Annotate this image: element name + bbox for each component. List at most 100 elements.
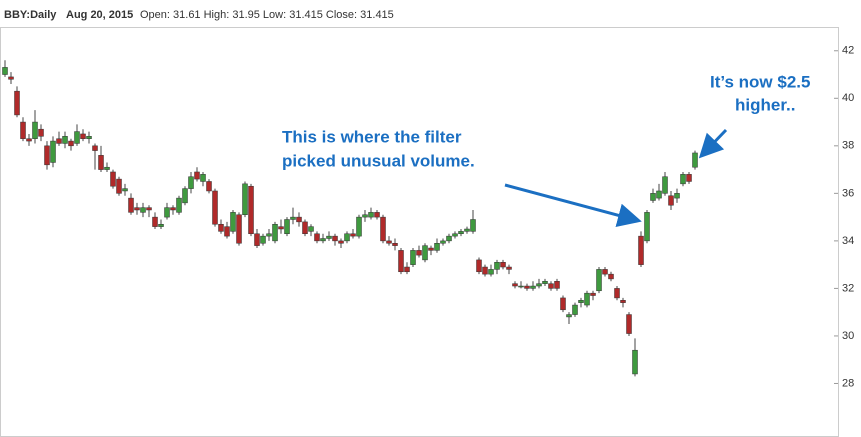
- candle-body: [602, 269, 608, 275]
- candle-body: [32, 121, 38, 139]
- candle-body: [128, 197, 134, 213]
- candle-body: [326, 235, 332, 239]
- candle-body: [500, 262, 506, 268]
- candle-body: [134, 207, 140, 211]
- candle-body: [608, 273, 614, 280]
- candle-body: [476, 259, 482, 273]
- y-tick-label: 34: [842, 235, 854, 247]
- candle-body: [584, 292, 590, 306]
- candle-body: [302, 221, 308, 235]
- candle-body: [656, 190, 662, 199]
- candle-body: [446, 235, 452, 242]
- candle-body: [386, 240, 392, 244]
- candle-body: [236, 214, 242, 244]
- candle-body: [434, 243, 440, 251]
- candle-body: [650, 193, 656, 201]
- candle-body: [14, 90, 20, 116]
- annotation: picked unusual volume.: [282, 151, 475, 170]
- candle-body: [290, 216, 296, 220]
- candle-body: [596, 269, 602, 292]
- arrow: [504, 183, 642, 227]
- candle-body: [566, 314, 572, 318]
- candle-body: [182, 188, 188, 204]
- candle-body: [662, 176, 668, 194]
- candle-body: [398, 250, 404, 273]
- candle-body: [56, 138, 62, 144]
- candle-body: [488, 269, 494, 275]
- candle-body: [686, 174, 692, 182]
- candle-body: [458, 231, 464, 235]
- candle-body: [506, 266, 512, 270]
- candle-body: [482, 266, 488, 275]
- candle-body: [8, 76, 14, 80]
- candle-body: [542, 281, 548, 284]
- candle-body: [284, 219, 290, 235]
- candle-body: [188, 176, 194, 189]
- candle-body: [122, 188, 128, 192]
- candle-body: [410, 250, 416, 265]
- candle-body: [230, 212, 236, 232]
- chart-date: Aug 20, 2015: [66, 9, 133, 21]
- candle-body: [140, 207, 146, 213]
- candle-body: [590, 292, 596, 296]
- candle-body: [212, 190, 218, 225]
- candle-body: [428, 247, 434, 251]
- candle-body: [380, 216, 386, 242]
- candle-body: [146, 207, 152, 211]
- y-tick-label: 32: [842, 282, 854, 294]
- candle-body: [338, 240, 344, 244]
- candle-body: [638, 235, 644, 265]
- candle-body: [392, 243, 398, 246]
- y-tick-label: 38: [842, 140, 854, 152]
- candle-body: [170, 207, 176, 211]
- y-tick-label: 40: [842, 92, 854, 104]
- candle-body: [38, 128, 44, 137]
- candle-body: [560, 297, 566, 311]
- candle-body: [98, 155, 104, 170]
- candle-body: [632, 349, 638, 375]
- candle-body: [530, 285, 536, 289]
- candle-body: [452, 233, 458, 237]
- candle-body: [464, 228, 470, 232]
- candle-body: [152, 216, 158, 227]
- candle-body: [176, 197, 182, 213]
- candle-body: [572, 304, 578, 315]
- candle-body: [644, 212, 650, 242]
- candle-body: [158, 223, 164, 227]
- candle-body: [332, 235, 338, 242]
- candle-body: [278, 226, 284, 230]
- y-tick-label: 28: [842, 377, 854, 389]
- candle-body: [74, 131, 80, 144]
- candle-body: [116, 178, 122, 194]
- candle-body: [422, 245, 428, 261]
- candle-body: [242, 183, 248, 215]
- candle-body: [680, 174, 686, 185]
- candle-body: [248, 185, 254, 235]
- candle-body: [200, 174, 206, 182]
- candle-body: [44, 145, 50, 166]
- candle-body: [110, 171, 116, 187]
- candle-body: [26, 138, 32, 142]
- candle-body: [86, 136, 92, 139]
- candle-body: [554, 281, 560, 289]
- candle-body: [68, 140, 74, 147]
- candle-body: [92, 145, 98, 151]
- annotation: It’s now $2.5: [710, 72, 810, 91]
- candle-body: [344, 233, 350, 242]
- candle-body: [692, 152, 698, 168]
- candle-body: [266, 233, 272, 237]
- candle-body: [674, 193, 680, 199]
- candle-body: [194, 171, 200, 180]
- candle-body: [536, 283, 542, 287]
- candle-body: [218, 223, 224, 232]
- chart-info: Open: 31.61 High: 31.95 Low: 31.415 Clos…: [140, 9, 394, 21]
- y-tick-label: 42: [842, 45, 854, 57]
- candle-body: [260, 235, 266, 244]
- candle-body: [356, 216, 362, 237]
- candle-body: [416, 250, 422, 256]
- candle-body: [440, 240, 446, 244]
- candle-body: [494, 262, 500, 270]
- candle-body: [62, 136, 68, 144]
- candle-body: [614, 288, 620, 299]
- candle-body: [314, 233, 320, 242]
